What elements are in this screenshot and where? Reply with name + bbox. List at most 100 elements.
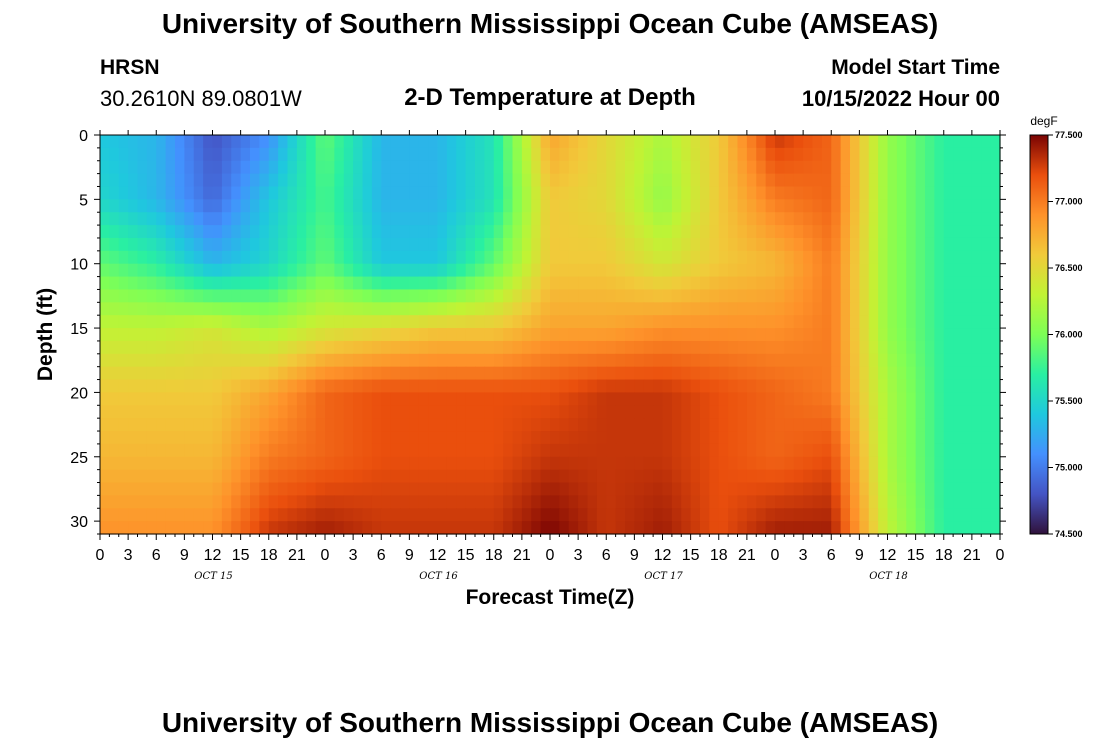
heatmap-cell bbox=[868, 276, 879, 291]
heatmap-cell bbox=[568, 418, 579, 432]
heatmap-cell bbox=[671, 160, 682, 175]
heatmap-cell bbox=[484, 366, 495, 381]
heatmap-cell bbox=[184, 508, 195, 522]
heatmap-cell bbox=[737, 431, 748, 445]
heatmap-cell bbox=[718, 340, 729, 355]
heatmap-cell bbox=[184, 418, 195, 432]
heatmap-cell bbox=[559, 379, 570, 394]
heatmap-cell bbox=[353, 263, 364, 278]
heatmap-cell bbox=[184, 431, 195, 445]
heatmap-cell bbox=[587, 392, 598, 406]
heatmap-cell bbox=[962, 456, 973, 471]
heatmap-cell bbox=[625, 250, 635, 265]
heatmap-cell bbox=[925, 443, 935, 458]
heatmap-cell bbox=[709, 379, 720, 394]
heatmap-cell bbox=[953, 418, 964, 432]
heatmap-cell bbox=[212, 431, 223, 445]
heatmap-cell bbox=[878, 366, 889, 381]
heatmap-cell bbox=[662, 456, 673, 471]
heatmap-cell bbox=[146, 250, 157, 265]
heatmap-cell bbox=[971, 289, 982, 303]
heatmap-cell bbox=[990, 237, 1001, 252]
heatmap-cell bbox=[100, 186, 110, 200]
heatmap-cell bbox=[737, 315, 748, 329]
heatmap-cell bbox=[559, 418, 570, 432]
heatmap-cell bbox=[371, 315, 382, 329]
heatmap-cell bbox=[156, 508, 167, 522]
heatmap-cell bbox=[737, 508, 748, 522]
heatmap-cell bbox=[250, 199, 260, 213]
heatmap-cell bbox=[690, 495, 701, 509]
heatmap-cell bbox=[718, 418, 729, 432]
heatmap-cell bbox=[615, 135, 626, 149]
heatmap-cell bbox=[550, 199, 560, 213]
heatmap-cell bbox=[184, 289, 195, 303]
heatmap-cell bbox=[100, 250, 110, 265]
heatmap-cell bbox=[709, 495, 720, 509]
heatmap-cell bbox=[146, 405, 157, 419]
heatmap-cell bbox=[418, 379, 429, 394]
heatmap-cell bbox=[381, 405, 392, 419]
heatmap-cell bbox=[868, 431, 879, 445]
heatmap-cell bbox=[625, 443, 635, 458]
heatmap-cell bbox=[568, 199, 579, 213]
heatmap-cell bbox=[625, 521, 635, 535]
heatmap-cell bbox=[334, 482, 345, 496]
heatmap-cell bbox=[775, 289, 785, 303]
heatmap-cell bbox=[221, 456, 232, 471]
heatmap-cell bbox=[446, 392, 457, 406]
heatmap-cell bbox=[353, 289, 364, 303]
heatmap-cell bbox=[334, 276, 345, 291]
heatmap-cell bbox=[184, 276, 195, 291]
heatmap-cell bbox=[325, 289, 335, 303]
heatmap-cell bbox=[775, 237, 785, 252]
heatmap-cell bbox=[850, 212, 860, 226]
heatmap-cell bbox=[821, 482, 832, 496]
heatmap-cell bbox=[203, 431, 214, 445]
heatmap-cell bbox=[728, 302, 739, 316]
heatmap-cell bbox=[915, 237, 926, 252]
heatmap-cell bbox=[934, 147, 945, 162]
heatmap-cell bbox=[812, 263, 823, 278]
heatmap-cell bbox=[915, 328, 926, 342]
heatmap-cell bbox=[503, 366, 514, 381]
heatmap-cell bbox=[184, 160, 195, 175]
heatmap-cell bbox=[409, 456, 420, 471]
heatmap-cell bbox=[334, 263, 345, 278]
heatmap-cell bbox=[831, 353, 842, 368]
heatmap-cell bbox=[334, 302, 345, 316]
heatmap-cell bbox=[878, 225, 889, 239]
heatmap-cell bbox=[953, 521, 964, 535]
heatmap-cell bbox=[634, 508, 645, 522]
heatmap-cell bbox=[446, 418, 457, 432]
heatmap-cell bbox=[212, 353, 223, 368]
heatmap-cell bbox=[925, 186, 935, 200]
heatmap-cell bbox=[381, 315, 392, 329]
heatmap-cell bbox=[681, 443, 692, 458]
heatmap-cell bbox=[662, 276, 673, 291]
heatmap-cell bbox=[390, 521, 401, 535]
heatmap-cell bbox=[465, 328, 476, 342]
heatmap-cell bbox=[587, 482, 598, 496]
heatmap-cell bbox=[981, 353, 992, 368]
heatmap-cell bbox=[690, 456, 701, 471]
heatmap-cell bbox=[550, 302, 560, 316]
heatmap-cell bbox=[456, 263, 467, 278]
heatmap-cell bbox=[465, 199, 476, 213]
heatmap-cell bbox=[146, 289, 157, 303]
heatmap-cell bbox=[250, 135, 260, 149]
heatmap-cell bbox=[700, 263, 710, 278]
heatmap-cell bbox=[296, 431, 307, 445]
heatmap-cell bbox=[362, 456, 373, 471]
heatmap-cell bbox=[990, 160, 1001, 175]
heatmap-cell bbox=[643, 340, 654, 355]
heatmap-cell bbox=[953, 456, 964, 471]
heatmap-cell bbox=[100, 366, 110, 381]
heatmap-cell bbox=[362, 186, 373, 200]
heatmap-cell bbox=[278, 276, 289, 291]
heatmap-cell bbox=[756, 431, 767, 445]
heatmap-cell bbox=[231, 186, 242, 200]
heatmap-cell bbox=[353, 431, 364, 445]
heatmap-cell bbox=[615, 289, 626, 303]
heatmap-cell bbox=[175, 379, 185, 394]
